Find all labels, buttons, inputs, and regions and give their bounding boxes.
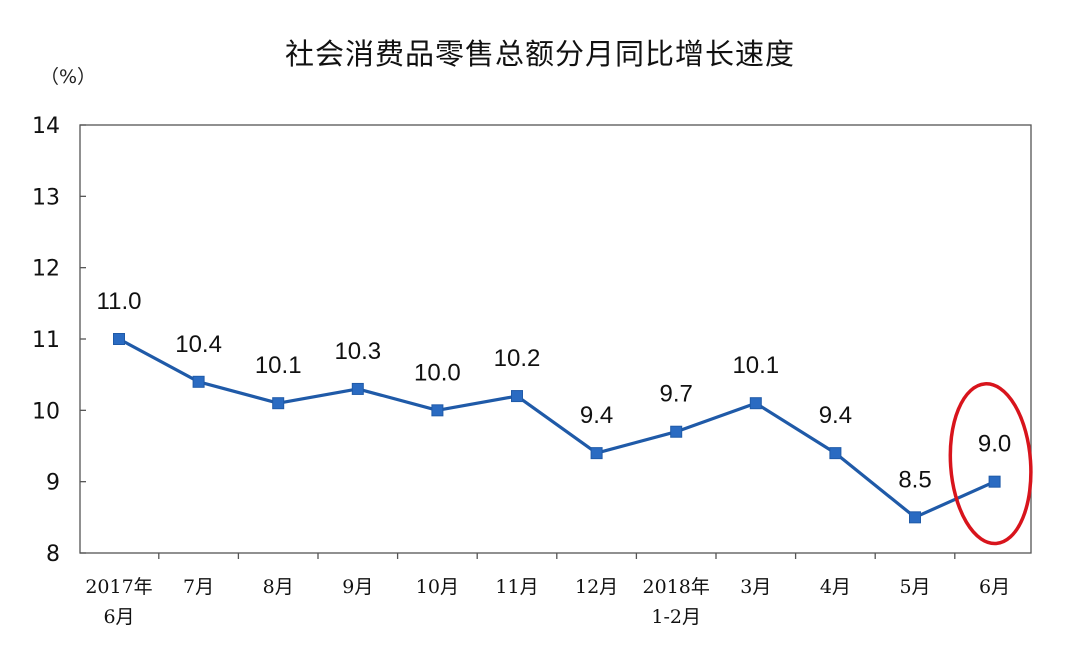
x-tick-label: 5月 <box>899 576 930 598</box>
data-label: 8.5 <box>898 466 931 493</box>
chart-title: 社会消费品零售总额分月同比增长速度 <box>285 37 795 71</box>
data-label: 9.4 <box>819 402 852 429</box>
data-label: 10.1 <box>255 352 302 379</box>
x-tick-label: 6月 <box>979 576 1010 598</box>
data-label: 9.7 <box>660 381 693 408</box>
data-label: 10.3 <box>334 338 381 365</box>
y-tick-label: 9 <box>46 471 60 496</box>
data-label: 9.0 <box>978 431 1011 458</box>
x-tick-label: 2017年 <box>85 576 152 598</box>
plot-frame <box>79 124 1032 554</box>
y-tick-label: 11 <box>32 328 60 353</box>
data-point-marker <box>988 475 1001 488</box>
x-axis-ticks: 2017年 6月 7月 8月 9月 10月 11月 12月 2018年 1-2月 3月 4月 5月 6月 <box>85 553 1010 628</box>
data-point-marker <box>829 447 842 460</box>
y-tick-label: 13 <box>32 185 60 210</box>
x-tick-label: 6月 <box>103 606 134 628</box>
y-axis-ticks: 14 13 12 11 10 9 8 <box>32 114 86 567</box>
data-point-marker <box>113 333 125 345</box>
x-tick-label: 7月 <box>183 576 214 598</box>
data-point-marker <box>909 511 921 524</box>
y-axis-unit-label: （%） <box>40 66 96 88</box>
x-tick-label: 12月 <box>575 576 618 598</box>
y-tick-label: 14 <box>32 114 60 139</box>
y-tick-label: 10 <box>32 399 60 424</box>
data-point-marker <box>351 382 364 395</box>
x-tick-label: 1-2月 <box>651 606 701 628</box>
series-line <box>118 337 996 519</box>
y-tick-label: 8 <box>46 542 60 567</box>
series-polyline <box>118 337 996 519</box>
data-point-marker <box>192 375 205 388</box>
data-label: 10.1 <box>732 352 779 379</box>
data-label: 10.0 <box>414 359 461 386</box>
highlight-group <box>948 382 1033 546</box>
data-point-marker <box>511 390 523 403</box>
data-point-marker <box>431 404 444 417</box>
x-tick-label: 2018年 <box>643 576 710 598</box>
x-tick-label: 9月 <box>342 576 373 598</box>
y-tick-label: 12 <box>32 257 60 282</box>
data-labels: 11.0 10.4 10.1 10.3 10.0 10.2 9.4 9.7 10.1 9.4 8.5… <box>97 288 1012 493</box>
data-label: 10.2 <box>494 345 541 372</box>
data-label: 9.4 <box>580 402 613 429</box>
series-markers <box>113 333 1001 524</box>
data-point-marker <box>272 397 285 410</box>
data-point-marker <box>749 397 762 410</box>
data-label: 11.0 <box>97 288 142 315</box>
x-tick-label: 3月 <box>740 576 771 598</box>
data-label: 10.4 <box>175 331 222 358</box>
data-point-marker <box>590 447 603 460</box>
data-point-marker <box>670 425 683 438</box>
x-tick-label: 8月 <box>263 576 294 598</box>
x-tick-label: 4月 <box>820 576 851 598</box>
highlight-ellipse <box>948 382 1033 546</box>
x-tick-label: 10月 <box>416 576 459 598</box>
axes <box>79 124 1032 554</box>
x-tick-label: 11月 <box>495 576 538 598</box>
